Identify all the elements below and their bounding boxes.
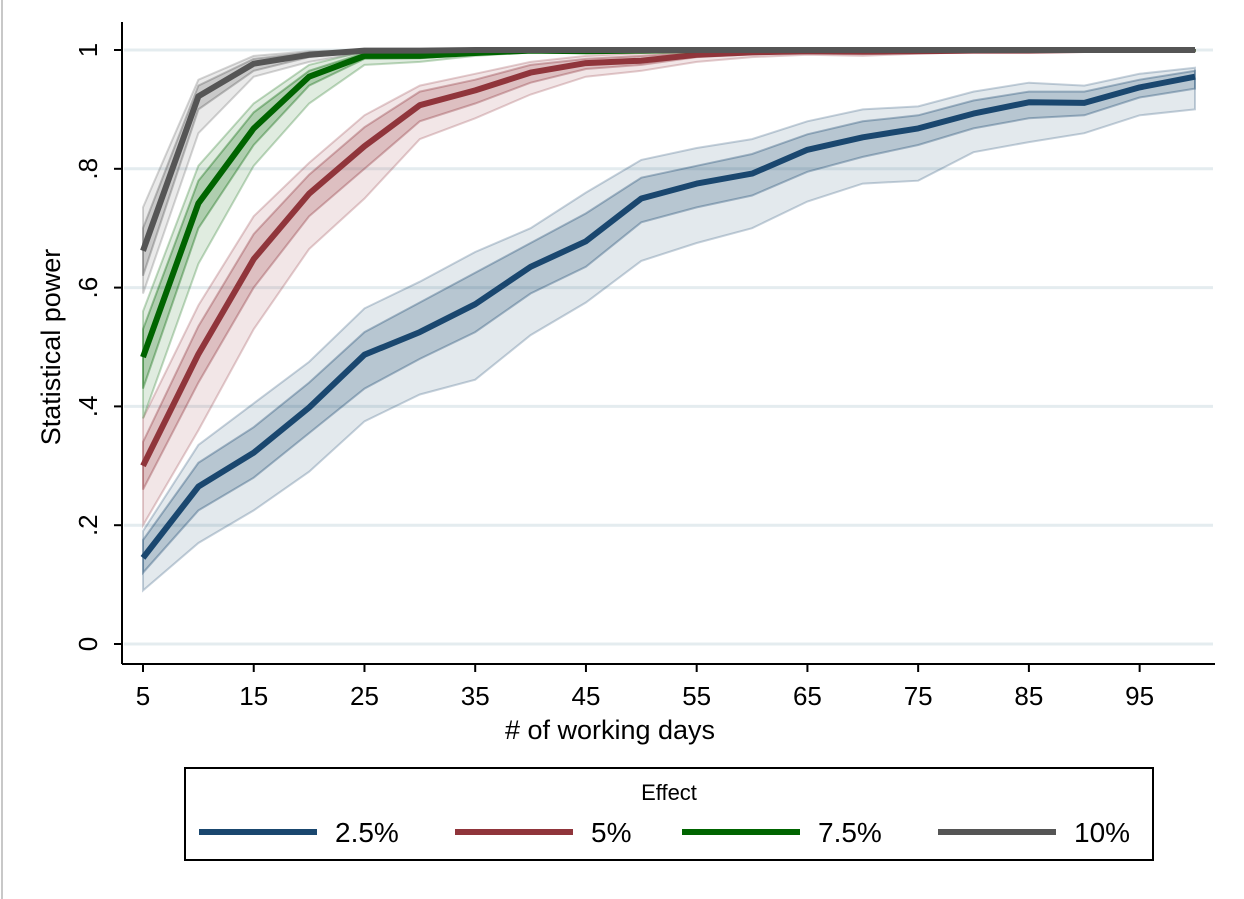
legend-label-7-5pct: 7.5% [818,817,882,848]
data-point-2-5pct-14 [918,128,919,129]
data-point-2-5pct-9 [641,198,642,199]
data-point-2-5pct-6 [475,304,476,305]
x-tick-label-6: 65 [793,681,822,711]
x-tick-label-8: 85 [1014,681,1043,711]
data-point-5pct-3 [309,193,310,194]
data-point-5pct-8 [585,63,586,64]
x-tick-label-0: 5 [136,681,150,711]
data-point-10pct-4 [364,50,365,51]
y-tick-label-2: .4 [73,396,103,418]
series-line-10pct [140,47,1195,252]
y-tick-label-5: 1 [73,43,103,57]
data-point-7-5pct-2 [253,128,254,129]
x-tick-label-7: 75 [904,681,933,711]
data-point-10pct-17 [1084,50,1085,51]
data-point-10pct-11 [752,50,753,51]
data-point-10pct-7 [530,50,531,51]
data-point-10pct-13 [862,50,863,51]
data-point-5pct-5 [419,105,420,106]
legend-label-2-5pct: 2.5% [335,817,399,848]
legend-label-10pct: 10% [1074,817,1130,848]
data-point-5pct-2 [253,259,254,260]
data-point-2-5pct-2 [253,452,254,453]
x-tick-label-2: 25 [350,681,379,711]
y-axis-ticks: 0 .2 .4 .6 .8 1 [73,43,122,651]
data-point-2-5pct-19 [1195,76,1196,77]
x-tick-label-1: 15 [239,681,268,711]
data-point-10pct-2 [253,63,254,64]
data-point-10pct-10 [696,50,697,51]
data-point-5pct-10 [696,54,697,55]
band-outer-2-5pct [142,66,1196,593]
axes [121,22,1215,665]
series-lines [140,47,1196,560]
data-point-2-5pct-4 [364,354,365,355]
x-tick-label-5: 55 [682,681,711,711]
data-point-2-5pct-16 [1028,102,1029,103]
legend: Effect 2.5% 5% 7.5% 10% [184,767,1154,861]
data-point-7-5pct-0 [143,357,144,358]
data-point-2-5pct-17 [1084,102,1085,103]
legend-label-5pct: 5% [591,817,631,848]
data-point-2-5pct-7 [530,266,531,267]
data-point-5pct-0 [143,465,144,466]
data-point-7-5pct-3 [309,76,310,77]
x-tick-label-4: 45 [571,681,600,711]
data-point-10pct-16 [1028,50,1029,51]
data-point-10pct-15 [973,50,974,51]
data-point-5pct-6 [475,90,476,91]
y-tick-label-1: .2 [73,514,103,536]
data-point-10pct-14 [918,50,919,51]
data-point-10pct-18 [1139,50,1140,51]
data-point-2-5pct-12 [807,149,808,150]
data-point-10pct-6 [475,50,476,51]
data-point-10pct-19 [1195,50,1196,51]
data-point-2-5pct-8 [585,241,586,242]
legend-title: Effect [641,780,697,805]
data-point-2-5pct-0 [143,557,144,558]
data-point-5pct-1 [198,354,199,355]
legend-items: 2.5% 5% 7.5% 10% [199,817,1130,848]
data-point-10pct-5 [419,50,420,51]
y-axis-title: Statistical power [36,249,66,446]
data-point-10pct-9 [641,50,642,51]
y-tick-label-0: 0 [73,637,103,651]
data-point-10pct-1 [198,96,199,97]
data-point-10pct-3 [309,54,310,55]
data-point-7-5pct-1 [198,203,199,204]
data-point-5pct-7 [530,72,531,73]
data-point-7-5pct-5 [419,55,420,56]
data-point-7-5pct-4 [364,55,365,56]
data-point-10pct-12 [807,50,808,51]
data-point-10pct-8 [585,50,586,51]
data-point-2-5pct-1 [198,486,199,487]
y-tick-label-3: .6 [73,277,103,299]
data-point-2-5pct-3 [309,407,310,408]
x-axis-ticks: 5 15 25 35 45 55 65 75 85 95 [136,664,1154,711]
data-point-5pct-9 [641,60,642,61]
data-point-2-5pct-10 [696,183,697,184]
x-tick-label-9: 95 [1125,681,1154,711]
data-point-2-5pct-11 [752,173,753,174]
series-line-2-5pct [140,73,1196,560]
x-axis-title: # of working days [505,715,715,745]
x-tick-label-3: 35 [461,681,490,711]
y-tick-label-4: .8 [73,158,103,180]
data-point-5pct-4 [364,146,365,147]
band-inner-2-5pct [142,69,1196,576]
legend-box [184,767,1154,861]
data-point-2-5pct-5 [419,332,420,333]
data-point-2-5pct-18 [1139,87,1140,88]
data-point-2-5pct-15 [973,113,974,114]
data-point-10pct-0 [143,250,144,251]
data-point-2-5pct-13 [862,137,863,138]
